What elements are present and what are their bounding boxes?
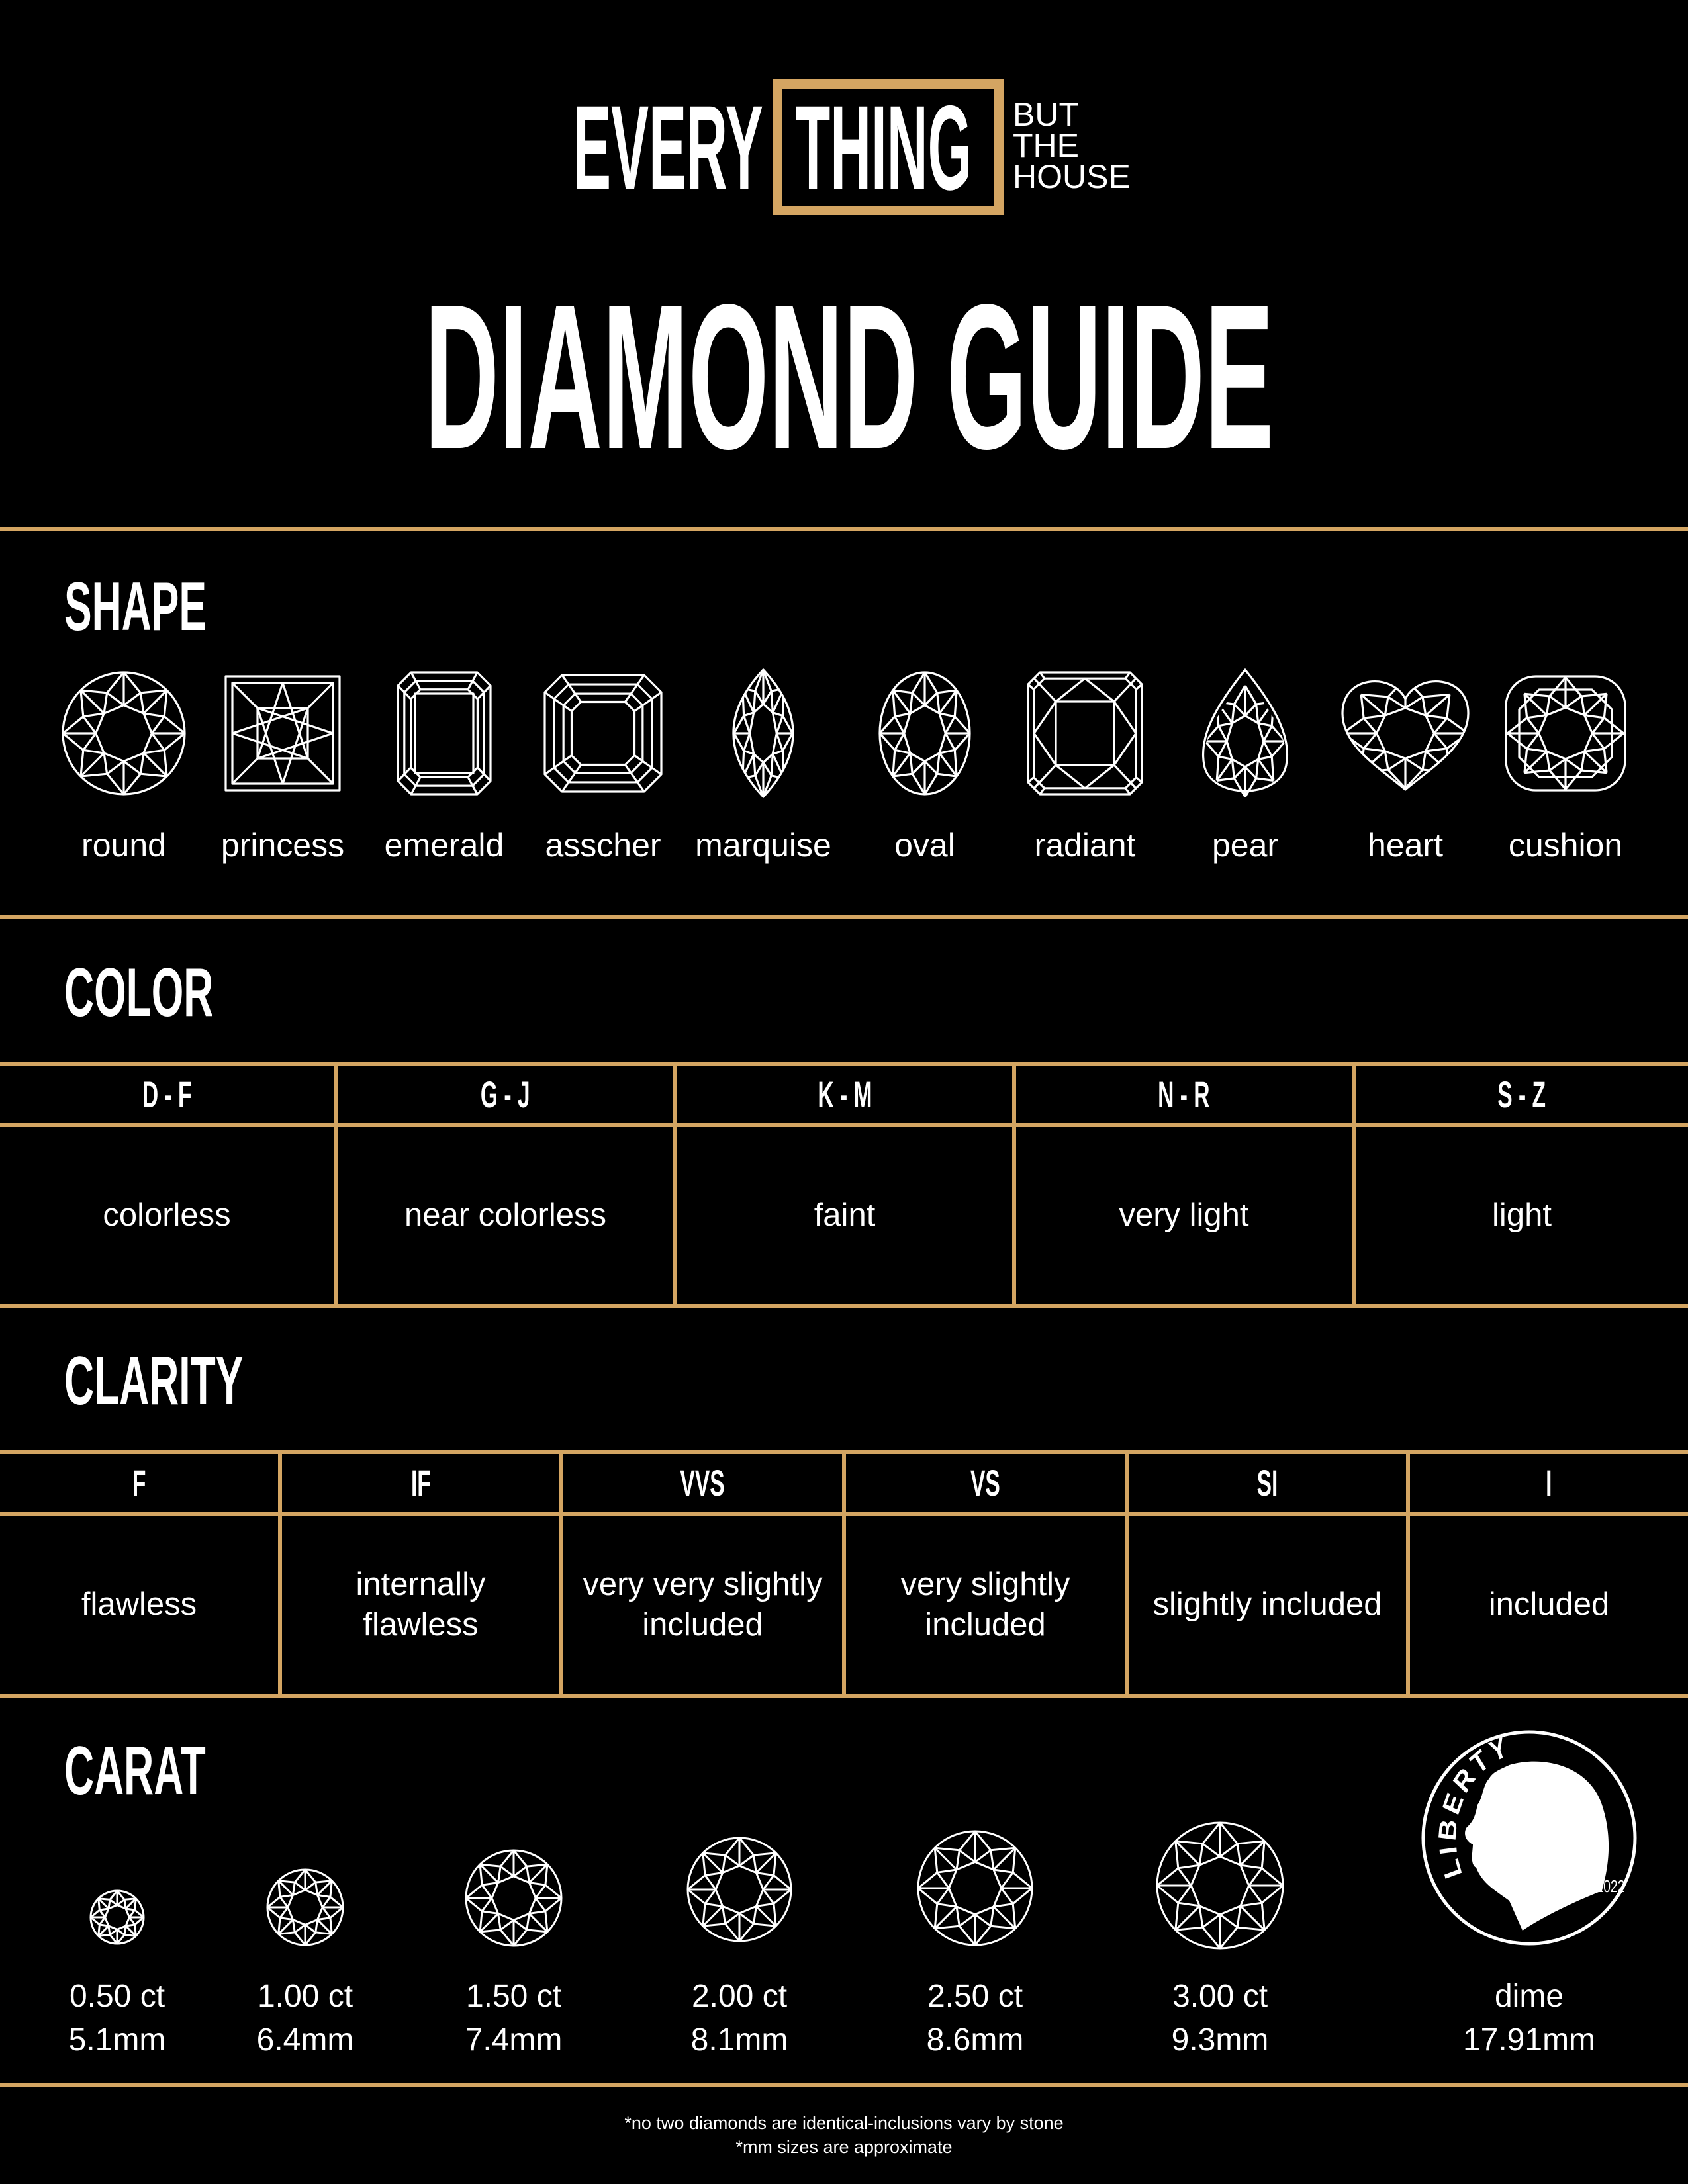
coin-motto-2: WE TRUST	[1507, 1884, 1569, 1901]
pear-cut-icon	[1202, 668, 1288, 797]
table-line	[0, 1062, 1688, 1066]
page-title: DIAMOND GUIDE	[424, 262, 1274, 492]
color-grade-header: S - Z	[1497, 1073, 1546, 1115]
clarity-grade-header: I	[1546, 1462, 1552, 1504]
color-grade-description: faint	[814, 1197, 876, 1233]
carat-diamond-icon	[1156, 1821, 1284, 1950]
carat-label: 2.50 ct 8.6mm	[926, 1979, 1024, 2058]
table-divider	[1352, 1062, 1356, 1308]
table-line	[0, 1123, 1688, 1127]
oval-cut-icon	[878, 671, 971, 796]
color-grade-header: G - J	[481, 1073, 530, 1115]
color-grade-description: near colorless	[404, 1197, 607, 1233]
color-grade-header: N - R	[1158, 1073, 1210, 1115]
carat-diamond-icon	[266, 1868, 344, 1946]
princess-cut-icon	[224, 675, 341, 792]
logo-thing: THING	[796, 80, 972, 215]
marquise-cut-icon	[732, 668, 794, 798]
color-grade-description: colorless	[103, 1197, 231, 1233]
color-grade-header: K - M	[817, 1073, 872, 1115]
logo-box	[773, 79, 1004, 215]
divider	[0, 915, 1688, 919]
table-divider	[673, 1062, 677, 1308]
shape-label-oval: oval	[894, 827, 955, 864]
color-grade-description: light	[1492, 1197, 1552, 1233]
carat-diamond-icon	[917, 1830, 1033, 1946]
coin-year: 2022	[1596, 1876, 1624, 1895]
shape-label-round: round	[81, 827, 166, 864]
divider	[0, 527, 1688, 531]
round-cut-icon	[62, 671, 186, 796]
emerald-cut-icon	[397, 671, 492, 796]
shape-heading: SHAPE	[64, 569, 207, 645]
shape-label-marquise: marquise	[695, 827, 831, 864]
clarity-grade-description: included	[1488, 1586, 1610, 1623]
shape-label-emerald: emerald	[384, 827, 504, 864]
table-divider	[1012, 1062, 1016, 1308]
clarity-grade-description: slightly included	[1152, 1586, 1382, 1623]
divider	[0, 2083, 1688, 2087]
dime-label: dime 17.91mm	[1462, 1979, 1596, 2058]
radiant-cut-icon	[1027, 671, 1143, 796]
table-divider	[1125, 1450, 1129, 1698]
shape-label-asscher: asscher	[545, 827, 661, 864]
asscher-cut-icon	[543, 674, 663, 793]
clarity-grade-header: IF	[410, 1462, 431, 1504]
clarity-grade-description: internally flawless	[355, 1566, 486, 1643]
carat-label: 1.00 ct 6.4mm	[256, 1979, 354, 2058]
color-grade-description: very light	[1119, 1197, 1249, 1233]
shape-label-princess: princess	[220, 827, 345, 864]
clarity-grade-header: SI	[1256, 1462, 1278, 1504]
carat-heading: CARAT	[64, 1733, 206, 1809]
carat-diamond-icon	[89, 1889, 145, 1945]
carat-diamond-icon	[465, 1849, 563, 1947]
clarity-grade-description: flawless	[81, 1586, 197, 1623]
clarity-heading: CLARITY	[64, 1343, 244, 1420]
color-heading: COLOR	[64, 954, 214, 1031]
table-divider	[278, 1450, 282, 1698]
carat-diamond-icon	[686, 1837, 792, 1942]
carat-label: 0.50 ct 5.1mm	[68, 1979, 166, 2058]
clarity-grade-header: VVS	[680, 1462, 726, 1504]
clarity-grade-header: F	[132, 1462, 146, 1504]
coin-motto-1: IN GOD	[1497, 1870, 1539, 1887]
clarity-grade-description: very slightly included	[900, 1566, 1070, 1643]
cushion-cut-icon	[1505, 675, 1626, 792]
color-grade-header: D - F	[142, 1073, 192, 1115]
dime-coin-icon: LIBERTY IN GOD WE TRUST 2022	[1421, 1729, 1637, 1946]
carat-label: 3.00 ct 9.3mm	[1171, 1979, 1269, 2058]
shape-label-cushion: cushion	[1508, 827, 1623, 864]
heart-cut-icon	[1341, 680, 1470, 791]
table-line	[0, 1304, 1688, 1308]
table-divider	[559, 1450, 563, 1698]
table-divider	[1406, 1450, 1410, 1698]
shape-label-radiant: radiant	[1034, 827, 1136, 864]
logo-every: EVERY	[573, 80, 763, 215]
carat-label: 1.50 ct 7.4mm	[465, 1979, 563, 2058]
clarity-grade-header: VS	[970, 1462, 1000, 1504]
table-divider	[334, 1062, 338, 1308]
shape-label-heart: heart	[1368, 827, 1443, 864]
shape-label-pear: pear	[1211, 827, 1279, 864]
clarity-grade-description: very very slightly included	[583, 1566, 823, 1643]
logo-tagline: BUT THE HOUSE	[1013, 96, 1131, 195]
table-divider	[842, 1450, 846, 1698]
footer-notes: *no two diamonds are identical-inclusion…	[624, 2113, 1064, 2157]
carat-label: 2.00 ct 8.1mm	[690, 1979, 788, 2058]
